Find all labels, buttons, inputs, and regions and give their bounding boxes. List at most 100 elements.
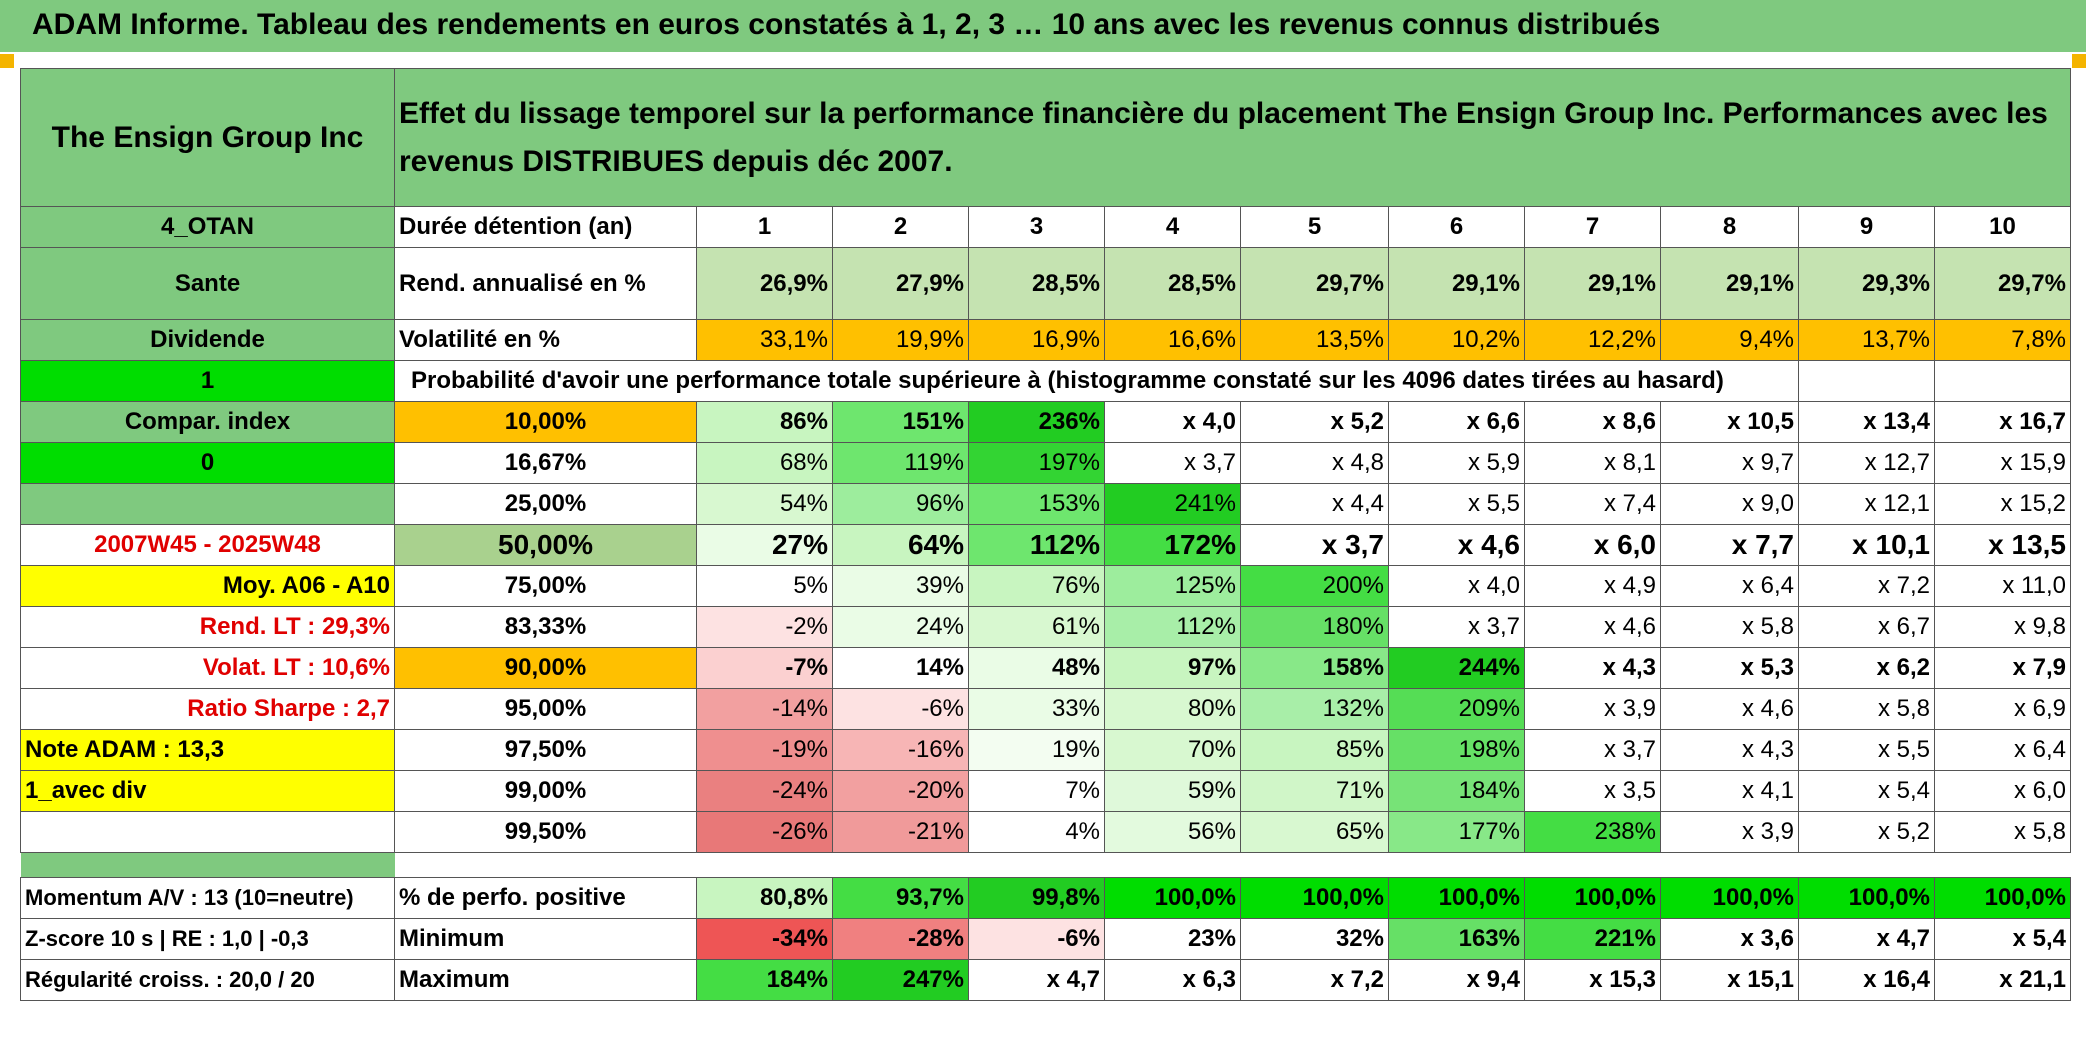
- footer-value-cell: 93,7%: [832, 877, 969, 919]
- percentile-cell: 97,50%: [394, 729, 697, 771]
- rend-cell: 28,5%: [968, 247, 1105, 320]
- perf-cell: 112%: [1104, 606, 1241, 648]
- perf-cell: -2%: [696, 606, 833, 648]
- percentile-cell: 83,33%: [394, 606, 697, 648]
- perf-cell: 5%: [696, 565, 833, 607]
- perf-cell: x 5,5: [1798, 729, 1935, 771]
- perf-cell: 64%: [832, 524, 969, 566]
- perf-cell: -20%: [832, 770, 969, 812]
- footer-row-label: Maximum: [394, 959, 697, 1001]
- frame-corner-top-left: [0, 54, 14, 68]
- perf-cell: x 12,7: [1798, 442, 1935, 484]
- rend-cell: 26,9%: [696, 247, 833, 320]
- flag-one-cell: 1: [20, 360, 395, 402]
- perf-cell: 61%: [968, 606, 1105, 648]
- footer-value-cell: 221%: [1524, 918, 1661, 960]
- vol-cell: 7,8%: [1934, 319, 2071, 361]
- perf-cell: 56%: [1104, 811, 1241, 853]
- perf-cell: 236%: [968, 401, 1105, 443]
- perf-cell: x 15,9: [1934, 442, 2071, 484]
- perf-cell: x 3,9: [1660, 811, 1799, 853]
- perf-cell: -19%: [696, 729, 833, 771]
- gap-cell: [395, 853, 2071, 878]
- perf-cell: x 4,6: [1660, 688, 1799, 730]
- perf-cell: 33%: [968, 688, 1105, 730]
- type-cell: Dividende: [20, 319, 395, 361]
- volat-lt-cell: Volat. LT : 10,6%: [20, 647, 395, 689]
- duree-cell: 7: [1524, 206, 1661, 248]
- footer-value-cell: x 15,1: [1660, 959, 1799, 1001]
- duree-cell: 3: [968, 206, 1105, 248]
- footer-value-cell: -6%: [968, 918, 1105, 960]
- footer-value-cell: 100,0%: [1104, 877, 1241, 919]
- perf-cell: x 9,7: [1660, 442, 1799, 484]
- perf-cell: 244%: [1388, 647, 1525, 689]
- perf-cell: x 9,0: [1660, 483, 1799, 525]
- perf-cell: 97%: [1104, 647, 1241, 689]
- perf-cell: x 4,6: [1388, 524, 1525, 566]
- duree-cell: 2: [832, 206, 969, 248]
- footer-value-cell: x 7,2: [1240, 959, 1389, 1001]
- row-label-rend: Rend. annualisé en %: [394, 247, 697, 320]
- perf-cell: x 6,2: [1798, 647, 1935, 689]
- perf-cell: 158%: [1240, 647, 1389, 689]
- perf-cell: x 5,9: [1388, 442, 1525, 484]
- footer-value-cell: x 3,6: [1660, 918, 1799, 960]
- percentile-cell: 75,00%: [394, 565, 697, 607]
- perf-cell: 238%: [1524, 811, 1661, 853]
- perf-cell: 172%: [1104, 524, 1241, 566]
- perf-cell: -6%: [832, 688, 969, 730]
- perf-cell: x 3,7: [1240, 524, 1389, 566]
- perf-cell: x 10,5: [1660, 401, 1799, 443]
- perf-cell: 112%: [968, 524, 1105, 566]
- perf-cell: -24%: [696, 770, 833, 812]
- perf-cell: x 7,7: [1660, 524, 1799, 566]
- rend-cell: 29,7%: [1240, 247, 1389, 320]
- perf-cell: x 16,7: [1934, 401, 2071, 443]
- perf-cell: 85%: [1240, 729, 1389, 771]
- perf-cell: x 4,4: [1240, 483, 1389, 525]
- empty-cell: [1934, 360, 2071, 402]
- footer-value-cell: 100,0%: [1240, 877, 1389, 919]
- perf-cell: 54%: [696, 483, 833, 525]
- perf-cell: x 9,8: [1934, 606, 2071, 648]
- gap-cell: [20, 852, 395, 878]
- footer-value-cell: -34%: [696, 918, 833, 960]
- perf-cell: 198%: [1388, 729, 1525, 771]
- perf-cell: 48%: [968, 647, 1105, 689]
- footer-value-cell: 100,0%: [1660, 877, 1799, 919]
- perf-cell: x 4,0: [1104, 401, 1241, 443]
- perf-cell: x 5,3: [1660, 647, 1799, 689]
- perf-cell: x 8,1: [1524, 442, 1661, 484]
- perf-cell: 180%: [1240, 606, 1389, 648]
- frame-corner-top-right: [2072, 54, 2086, 68]
- perf-cell: x 12,1: [1798, 483, 1935, 525]
- footer-label-cell: Momentum A/V : 13 (10=neutre): [20, 877, 395, 919]
- footer-value-cell: x 15,3: [1524, 959, 1661, 1001]
- vol-cell: 13,7%: [1798, 319, 1935, 361]
- perf-cell: x 5,2: [1240, 401, 1389, 443]
- perf-cell: x 6,4: [1660, 565, 1799, 607]
- perf-cell: 70%: [1104, 729, 1241, 771]
- perf-cell: x 5,8: [1660, 606, 1799, 648]
- page-title: ADAM Informe. Tableau des rendements en …: [32, 8, 1661, 41]
- moy-cell: Moy. A06 - A10: [20, 565, 395, 607]
- perf-cell: x 6,7: [1798, 606, 1935, 648]
- vol-cell: 16,9%: [968, 319, 1105, 361]
- rend-cell: 29,1%: [1524, 247, 1661, 320]
- perf-cell: 184%: [1388, 770, 1525, 812]
- footer-value-cell: 80,8%: [696, 877, 833, 919]
- sharpe-cell: Ratio Sharpe : 2,7: [20, 688, 395, 730]
- percentile-cell: 99,50%: [394, 811, 697, 853]
- perf-cell: 76%: [968, 565, 1105, 607]
- table-description: Effet du lissage temporel sur la perform…: [394, 68, 2071, 207]
- footer-value-cell: x 4,7: [968, 959, 1105, 1001]
- footer-value-cell: x 9,4: [1388, 959, 1525, 1001]
- perf-cell: 4%: [968, 811, 1105, 853]
- vol-cell: 9,4%: [1660, 319, 1799, 361]
- title-bar: ADAM Informe. Tableau des rendements en …: [0, 0, 2086, 52]
- perf-cell: x 4,3: [1660, 729, 1799, 771]
- rend-cell: 28,5%: [1104, 247, 1241, 320]
- company-name: The Ensign Group Inc: [20, 68, 395, 207]
- vol-cell: 33,1%: [696, 319, 833, 361]
